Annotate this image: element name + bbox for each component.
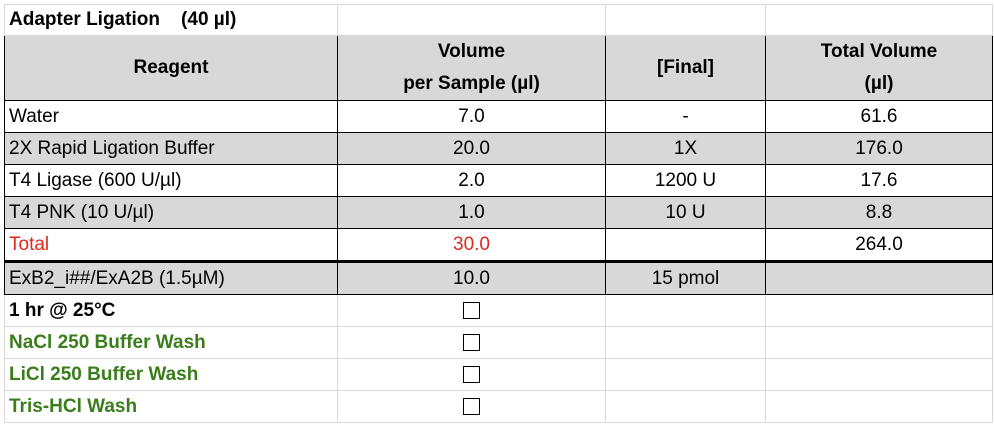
reagent-cell[interactable]: T4 PNK (10 U/µl) <box>4 196 338 229</box>
ligation-table: Adapter Ligation (40 µl) Reagent Volume … <box>4 4 993 423</box>
step-row: Tris-HCl Wash <box>4 390 993 423</box>
adapter-reagent-cell[interactable]: ExB2_i##/ExA2B (1.5µM) <box>4 261 338 295</box>
header-reagent[interactable]: Reagent <box>4 35 338 101</box>
final-cell[interactable]: 10 U <box>605 196 766 229</box>
table-title[interactable]: Adapter Ligation (40 µl) <box>4 4 338 36</box>
empty-cell[interactable] <box>765 294 993 327</box>
header-volume-line2: per Sample (µl) <box>403 73 540 94</box>
header-total[interactable]: Total Volume (µl) <box>765 35 993 101</box>
empty-cell[interactable] <box>765 390 993 423</box>
checkbox-icon[interactable] <box>463 301 480 319</box>
volume-cell[interactable]: 1.0 <box>337 196 606 229</box>
checkbox-icon[interactable] <box>463 333 480 351</box>
table-row: T4 Ligase (600 U/µl) 2.0 1200 U 17.6 <box>4 164 993 197</box>
step-checkbox-cell[interactable] <box>337 294 606 327</box>
header-reagent-label: Reagent <box>133 57 209 78</box>
total-row: Total 30.0 264.0 <box>4 228 993 263</box>
empty-cell[interactable] <box>765 326 993 359</box>
final-cell[interactable]: - <box>605 100 766 133</box>
table-row: Water 7.0 - 61.6 <box>4 100 993 133</box>
volume-cell[interactable]: 2.0 <box>337 164 606 197</box>
total-cell[interactable]: 176.0 <box>765 132 993 165</box>
reagent-cell[interactable]: T4 Ligase (600 U/µl) <box>4 164 338 197</box>
total-cell[interactable]: 8.8 <box>765 196 993 229</box>
total-cell[interactable]: 17.6 <box>765 164 993 197</box>
checkbox-icon[interactable] <box>463 397 480 415</box>
header-volume[interactable]: Volume per Sample (µl) <box>337 35 606 101</box>
checkbox-icon[interactable] <box>463 365 480 383</box>
empty-cell[interactable] <box>337 4 606 36</box>
step-checkbox-cell[interactable] <box>337 358 606 391</box>
step-checkbox-cell[interactable] <box>337 390 606 423</box>
volume-cell[interactable]: 7.0 <box>337 100 606 133</box>
title-row: Adapter Ligation (40 µl) <box>4 4 993 36</box>
adapter-final-cell[interactable]: 15 pmol <box>605 261 766 295</box>
adapter-row: ExB2_i##/ExA2B (1.5µM) 10.0 15 pmol <box>4 261 993 295</box>
step-label[interactable]: NaCl 250 Buffer Wash <box>4 326 338 359</box>
empty-cell[interactable] <box>605 4 766 36</box>
total-cell[interactable]: 61.6 <box>765 100 993 133</box>
final-cell[interactable]: 1200 U <box>605 164 766 197</box>
total-label-cell[interactable]: Total <box>4 228 338 263</box>
empty-cell[interactable] <box>605 358 766 391</box>
step-row: 1 hr @ 25°C <box>4 294 993 327</box>
table-row: 2X Rapid Ligation Buffer 20.0 1X 176.0 <box>4 132 993 165</box>
step-label[interactable]: 1 hr @ 25°C <box>4 294 338 327</box>
empty-cell[interactable] <box>605 390 766 423</box>
table-row: T4 PNK (10 U/µl) 1.0 10 U 8.8 <box>4 196 993 229</box>
step-label[interactable]: Tris-HCl Wash <box>4 390 338 423</box>
empty-cell[interactable] <box>605 294 766 327</box>
reagent-cell[interactable]: 2X Rapid Ligation Buffer <box>4 132 338 165</box>
empty-cell[interactable] <box>765 358 993 391</box>
adapter-volume-cell[interactable]: 10.0 <box>337 261 606 295</box>
total-total-cell[interactable]: 264.0 <box>765 228 993 263</box>
reagent-cell[interactable]: Water <box>4 100 338 133</box>
adapter-total-cell[interactable] <box>765 261 993 295</box>
final-cell[interactable]: 1X <box>605 132 766 165</box>
empty-cell[interactable] <box>765 4 993 36</box>
total-volume-cell[interactable]: 30.0 <box>337 228 606 263</box>
header-volume-line1: Volume <box>437 41 506 62</box>
step-row: NaCl 250 Buffer Wash <box>4 326 993 359</box>
header-final[interactable]: [Final] <box>605 35 766 101</box>
header-final-label: [Final] <box>657 57 714 78</box>
empty-cell[interactable] <box>605 326 766 359</box>
step-checkbox-cell[interactable] <box>337 326 606 359</box>
header-total-line2: (µl) <box>864 73 894 94</box>
header-row: Reagent Volume per Sample (µl) [Final] T… <box>4 35 993 101</box>
step-label[interactable]: LiCl 250 Buffer Wash <box>4 358 338 391</box>
header-total-line1: Total Volume <box>820 41 938 62</box>
step-row: LiCl 250 Buffer Wash <box>4 358 993 391</box>
volume-cell[interactable]: 20.0 <box>337 132 606 165</box>
total-final-cell[interactable] <box>605 228 766 263</box>
